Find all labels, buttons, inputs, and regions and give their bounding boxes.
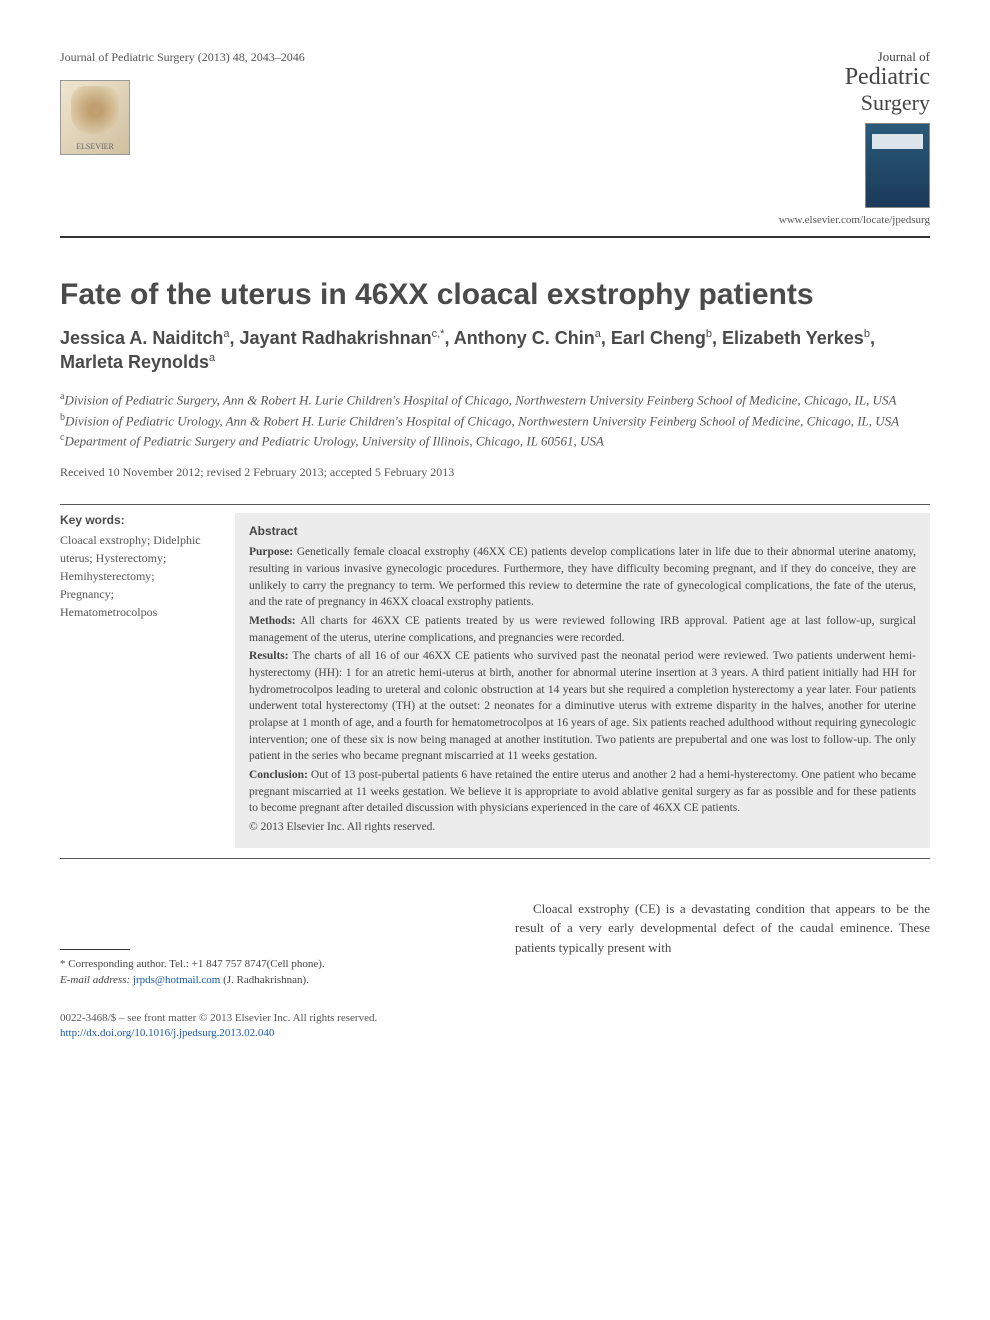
section-rule-bottom — [60, 858, 930, 859]
abstract-box: Abstract Purpose: Genetically female clo… — [235, 513, 930, 848]
section-rule-top — [60, 504, 930, 505]
journal-title-line2: Pediatric — [845, 64, 930, 90]
footnote-divider — [60, 949, 130, 950]
header-left: Journal of Pediatric Surgery (2013) 48, … — [60, 50, 305, 155]
page-header: Journal of Pediatric Surgery (2013) 48, … — [60, 50, 930, 226]
purpose-label: Purpose: — [249, 546, 293, 558]
journal-reference: Journal of Pediatric Surgery (2013) 48, … — [60, 50, 305, 65]
article-title: Fate of the uterus in 46XX cloacal exstr… — [60, 278, 930, 312]
abstract-heading: Abstract — [249, 523, 916, 540]
intro-paragraph: Cloacal exstrophy (CE) is a devastating … — [515, 899, 930, 958]
conclusion-text: Out of 13 post-pubertal patients 6 have … — [249, 769, 916, 814]
abstract-methods: Methods: All charts for 46XX CE patients… — [249, 613, 916, 646]
corresponding-line: * Corresponding author. Tel.: +1 847 757… — [60, 956, 475, 973]
keywords-list: Cloacal exstrophy; Didelphic uterus; Hys… — [60, 531, 205, 621]
email-label: E-mail address: — [60, 974, 130, 986]
abstract-results: Results: The charts of all 16 of our 46X… — [249, 648, 916, 765]
corresponding-footnote: * Corresponding author. Tel.: +1 847 757… — [60, 956, 475, 989]
methods-text: All charts for 46XX CE patients treated … — [249, 615, 916, 644]
journal-cover-thumbnail — [865, 123, 930, 208]
results-label: Results: — [249, 650, 289, 662]
elsevier-logo: ELSEVIER — [60, 80, 130, 155]
abstract-copyright: © 2013 Elsevier Inc. All rights reserved… — [249, 819, 916, 836]
doi-link[interactable]: http://dx.doi.org/10.1016/j.jpedsurg.201… — [60, 1027, 274, 1039]
journal-locate-url[interactable]: www.elsevier.com/locate/jpedsurg — [779, 214, 930, 226]
keywords-heading: Key words: — [60, 513, 205, 527]
email-link[interactable]: jrpds@hotmail.com — [133, 974, 220, 986]
keywords-column: Key words: Cloacal exstrophy; Didelphic … — [60, 513, 205, 848]
header-right: Journal of Pediatric Surgery www.elsevie… — [779, 50, 930, 226]
journal-title-line1: Journal of — [845, 50, 930, 64]
article-dates: Received 10 November 2012; revised 2 Feb… — [60, 465, 930, 480]
email-attribution: (J. Radhakrishnan). — [220, 974, 309, 986]
footer-block: 0022-3468/$ – see front matter © 2013 El… — [60, 1011, 475, 1042]
left-column: * Corresponding author. Tel.: +1 847 757… — [60, 899, 475, 1042]
affiliations: aDivision of Pediatric Surgery, Ann & Ro… — [60, 390, 930, 451]
keywords-abstract-row: Key words: Cloacal exstrophy; Didelphic … — [60, 513, 930, 848]
right-column: Cloacal exstrophy (CE) is a devastating … — [515, 899, 930, 1042]
conclusion-label: Conclusion: — [249, 769, 308, 781]
header-rule — [60, 236, 930, 238]
publisher-name: ELSEVIER — [76, 142, 114, 151]
abstract-purpose: Purpose: Genetically female cloacal exst… — [249, 544, 916, 611]
methods-label: Methods: — [249, 615, 296, 627]
journal-title-line3: Surgery — [845, 91, 930, 115]
purpose-text: Genetically female cloacal exstrophy (46… — [249, 546, 916, 608]
body-columns: * Corresponding author. Tel.: +1 847 757… — [60, 899, 930, 1042]
journal-title-block: Journal of Pediatric Surgery — [845, 50, 930, 115]
email-line: E-mail address: jrpds@hotmail.com (J. Ra… — [60, 972, 475, 989]
issn-line: 0022-3468/$ – see front matter © 2013 El… — [60, 1011, 475, 1026]
abstract-conclusion: Conclusion: Out of 13 post-pubertal pati… — [249, 767, 916, 817]
results-text: The charts of all 16 of our 46XX CE pati… — [249, 650, 916, 762]
author-list: Jessica A. Naiditcha, Jayant Radhakrishn… — [60, 326, 930, 375]
